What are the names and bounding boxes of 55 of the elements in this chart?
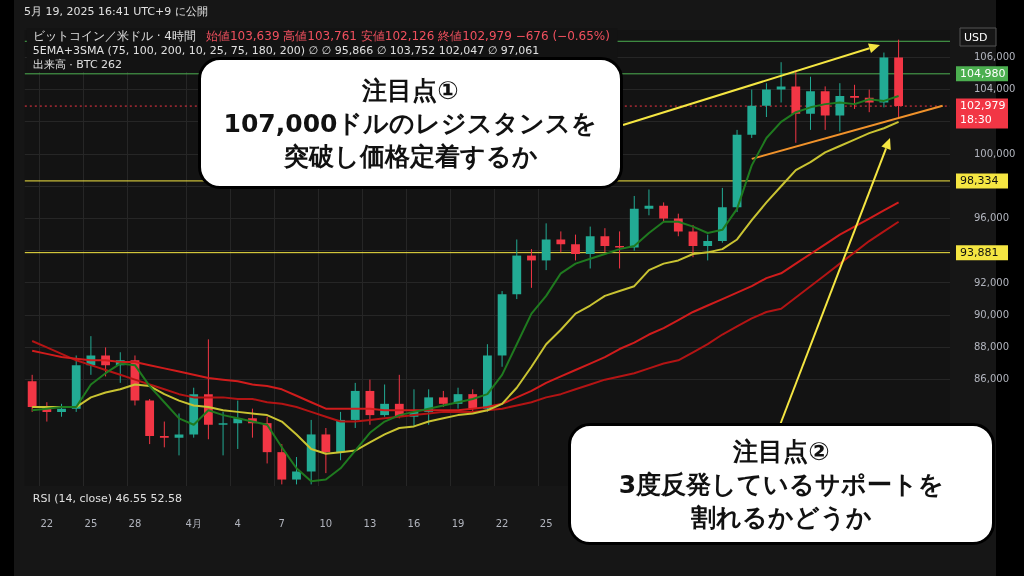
x-tick-label: 13	[363, 517, 377, 529]
annotation: 始値103,639 高値103,761 安値102,126 終値102,979 −676 (−0.65%)	[205, 29, 610, 43]
chart-subtitle: 5月 19, 2025 16:41 UTC+9 に公開	[24, 5, 208, 18]
candlestick	[688, 224, 698, 258]
x-tick-label: 16	[407, 517, 421, 529]
candlestick	[174, 412, 184, 456]
candlestick	[218, 411, 228, 456]
text: USD	[964, 31, 988, 44]
candlestick	[762, 82, 771, 118]
annotation: 5EMA+3SMA (75, 100, 200, 10, 25, 75, 180, 200) ∅ ∅ 95,866 ∅ 103,752 102,047 ∅ 97,061	[32, 44, 540, 57]
annotation: 出来高 · BTC 262	[32, 58, 123, 71]
y-tick-label: 96,000	[974, 212, 1009, 224]
y-tick-label: 106,000	[974, 50, 1016, 62]
candlestick	[571, 234, 580, 261]
x-tick-label: 25	[539, 517, 553, 529]
y-tick-label: 100,000	[974, 147, 1016, 159]
ref-line-label: 98,334	[960, 173, 999, 187]
callout-box: 注目点② 3度反発しているサポートを割れるかどうか	[568, 423, 995, 545]
text: RSI (14, close) 46.55 52.58	[32, 492, 183, 505]
candlestick	[835, 82, 845, 133]
x-tick-label: 10	[319, 517, 333, 529]
x-tick-label: 19	[451, 517, 465, 529]
candlestick	[159, 421, 169, 448]
x-tick-label: 22	[495, 517, 509, 529]
x-tick-label: 4	[234, 517, 241, 529]
candlestick	[600, 227, 610, 253]
y-tick-label: 90,000	[974, 308, 1009, 320]
chart-title: ビットコイン／米ドル · 4時間	[32, 29, 196, 43]
y-tick-label: 88,000	[974, 341, 1009, 353]
y-tick-label: 92,000	[974, 276, 1009, 288]
candlestick	[703, 234, 713, 261]
candlestick	[556, 230, 566, 253]
candlestick	[659, 201, 669, 223]
candlestick	[292, 456, 301, 485]
candlestick	[541, 222, 551, 271]
x-tick-label: 4月	[185, 517, 202, 529]
ref-line-label: 104,980	[960, 66, 1006, 80]
candlestick	[615, 230, 624, 269]
annotation: 注目点①	[362, 74, 459, 107]
x-tick-label: 7	[278, 517, 285, 529]
y-tick-label: 104,000	[974, 83, 1016, 95]
ref-line-label: 102,979 18:30	[960, 98, 1006, 126]
annotation: 3度反発しているサポートを割れるかどうか	[617, 468, 946, 534]
candlestick	[776, 61, 786, 104]
candlestick	[806, 76, 815, 131]
annotation: 注目点②	[733, 435, 830, 468]
annotation: 107,000ドルのレジスタンスを突破し価格定着するか	[222, 107, 599, 173]
x-tick-label: 22	[40, 517, 54, 529]
candlestick	[585, 226, 595, 269]
x-tick-label: 28	[128, 517, 142, 529]
candlestick	[321, 427, 331, 474]
y-tick-label: 86,000	[974, 373, 1009, 385]
ref-line-label: 93,881	[960, 245, 999, 259]
callout-box: 注目点① 107,000ドルのレジスタンスを突破し価格定着するか	[198, 57, 623, 189]
x-tick-label: 25	[84, 517, 98, 529]
